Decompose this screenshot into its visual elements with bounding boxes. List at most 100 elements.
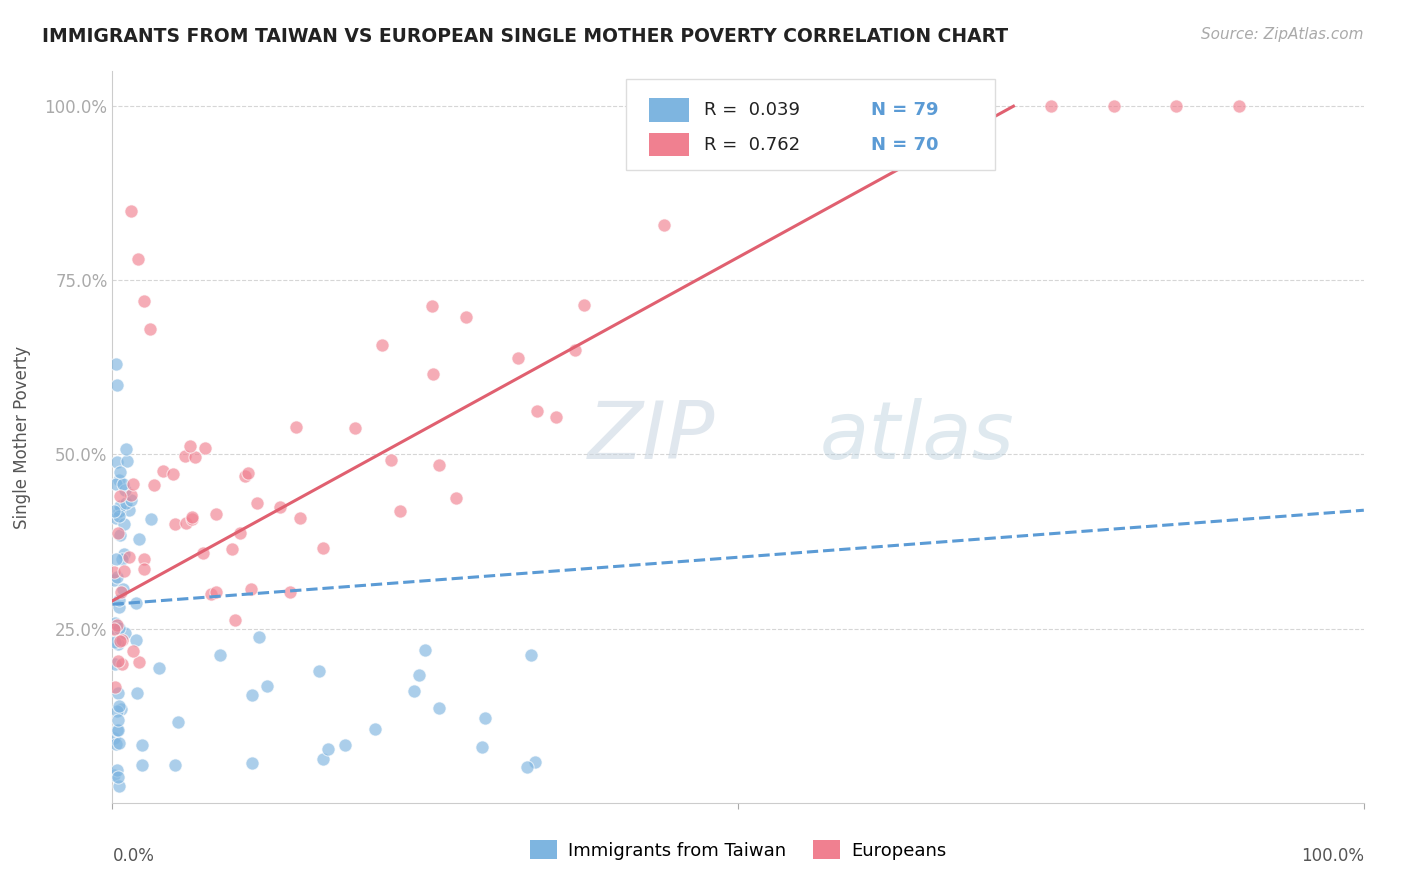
Text: IMMIGRANTS FROM TAIWAN VS EUROPEAN SINGLE MOTHER POVERTY CORRELATION CHART: IMMIGRANTS FROM TAIWAN VS EUROPEAN SINGL… (42, 27, 1008, 45)
Point (107, 654, 129, 668)
Point (380, 452, 402, 467)
Point (108, 488, 131, 502)
Point (471, 740, 494, 755)
Point (311, 752, 333, 766)
Point (107, 525, 129, 540)
Point (139, 512, 162, 526)
Point (240, 756, 263, 770)
Point (108, 465, 131, 479)
Point (103, 731, 125, 745)
Point (104, 680, 127, 694)
Point (107, 637, 129, 651)
Point (205, 507, 228, 521)
Point (125, 632, 148, 647)
Point (278, 585, 301, 599)
Point (128, 532, 150, 546)
Point (104, 511, 127, 525)
Point (108, 473, 131, 487)
Point (246, 496, 269, 510)
Point (103, 622, 125, 636)
Text: N = 79: N = 79 (870, 101, 938, 120)
Point (105, 455, 128, 469)
Point (162, 467, 184, 481)
Point (446, 491, 468, 505)
Point (105, 357, 128, 371)
Point (108, 593, 131, 607)
Point (108, 634, 131, 648)
Point (125, 596, 148, 610)
Point (134, 562, 156, 576)
Point (269, 500, 291, 515)
Point (977, 99, 1000, 113)
Point (228, 525, 250, 540)
Point (546, 410, 568, 425)
Point (134, 552, 156, 566)
Point (110, 633, 132, 648)
Point (131, 757, 153, 772)
Point (110, 701, 132, 715)
Point (118, 503, 141, 517)
Y-axis label: Single Mother Poverty: Single Mother Poverty (13, 345, 31, 529)
Point (1039, 99, 1063, 113)
Point (105, 763, 128, 777)
Point (181, 510, 204, 524)
Point (454, 310, 477, 325)
Point (114, 625, 136, 640)
Point (371, 337, 394, 351)
Point (654, 218, 676, 232)
Point (127, 252, 149, 267)
Point (256, 679, 278, 693)
Point (318, 742, 340, 756)
Point (108, 621, 131, 635)
Point (115, 442, 138, 457)
Point (108, 699, 131, 714)
Point (506, 351, 529, 365)
Text: 100.0%: 100.0% (1301, 847, 1364, 864)
Point (120, 203, 142, 218)
Point (110, 657, 132, 671)
Point (108, 599, 131, 614)
Text: R =  0.762: R = 0.762 (704, 136, 800, 153)
Text: ZIP: ZIP (588, 398, 716, 476)
Point (240, 582, 263, 596)
Text: Source: ZipAtlas.com: Source: ZipAtlas.com (1201, 27, 1364, 42)
Point (104, 657, 127, 672)
Point (107, 713, 129, 727)
Point (180, 511, 202, 525)
Point (107, 504, 129, 518)
Point (420, 299, 443, 313)
Point (104, 552, 127, 566)
Point (205, 584, 228, 599)
Point (112, 547, 135, 561)
Point (148, 661, 170, 675)
Legend: Immigrants from Taiwan, Europeans: Immigrants from Taiwan, Europeans (523, 833, 953, 867)
Point (191, 546, 214, 560)
Point (236, 466, 259, 480)
Point (122, 644, 145, 658)
Point (363, 722, 385, 736)
Point (402, 684, 425, 698)
Point (221, 541, 243, 556)
Point (427, 701, 450, 715)
Point (194, 441, 217, 455)
Point (118, 549, 141, 564)
Point (173, 449, 195, 463)
Point (179, 438, 201, 452)
FancyBboxPatch shape (650, 133, 689, 156)
Point (107, 780, 129, 794)
Point (422, 367, 444, 381)
Point (166, 714, 188, 729)
Point (115, 454, 138, 468)
Point (104, 616, 127, 631)
Point (344, 421, 367, 435)
Point (105, 618, 128, 632)
Point (288, 511, 311, 525)
Point (574, 298, 596, 312)
Point (104, 476, 127, 491)
Point (233, 468, 256, 483)
Point (108, 528, 131, 542)
Point (107, 723, 129, 737)
Point (110, 499, 132, 513)
Text: R =  0.039: R = 0.039 (704, 101, 800, 120)
Point (112, 582, 135, 596)
